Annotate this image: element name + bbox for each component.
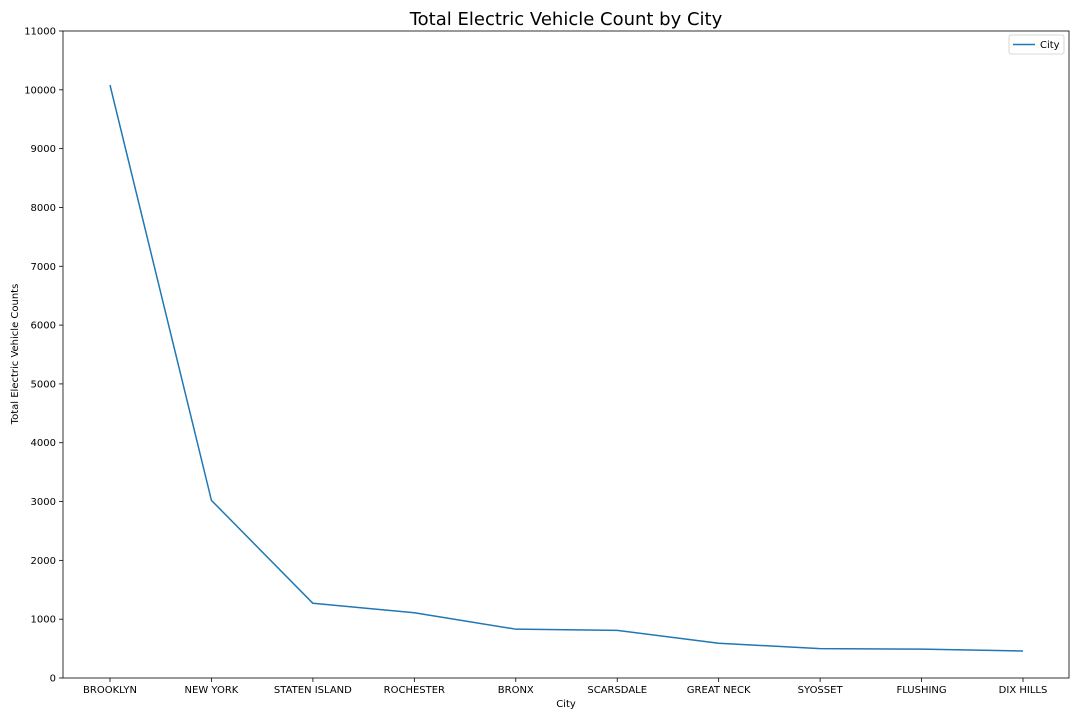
x-tick-label: DIX HILLS	[999, 685, 1048, 696]
plot-area-frame	[62, 30, 1070, 679]
x-tick-label: NEW YORK	[185, 685, 239, 696]
x-tick-label: FLUSHING	[896, 685, 946, 696]
x-tick-label: BROOKLYN	[83, 685, 137, 696]
y-tick-label: 0	[50, 674, 56, 685]
y-tick-label: 4000	[31, 438, 56, 449]
legend-box	[1008, 34, 1065, 55]
y-tick-label: 5000	[31, 379, 56, 390]
legend-label-city: City	[1040, 40, 1060, 51]
x-axis-label: City	[556, 699, 576, 710]
y-tick-label: 1000	[31, 615, 56, 626]
series-line-city	[109, 84, 1024, 652]
legend: City	[1008, 34, 1065, 55]
y-tick-label: 10000	[24, 85, 56, 96]
y-axis-ticks: 0 1000 2000 3000 4000 5000 6000 7000 8000 9000 100…	[24, 27, 63, 685]
chart-title: Total Electric Vehicle Count by City	[409, 9, 723, 30]
series-layer	[109, 84, 1024, 652]
y-tick-label: 2000	[31, 556, 56, 567]
y-tick-label: 7000	[31, 262, 56, 273]
y-tick-label: 3000	[31, 497, 56, 508]
x-tick-label: BRONX	[498, 685, 534, 696]
x-tick-label: STATEN ISLAND	[274, 685, 352, 696]
y-tick-label: 11000	[24, 27, 56, 38]
y-axis-label: Total Electric Vehicle Counts	[10, 284, 21, 426]
y-tick-label: 6000	[31, 321, 56, 332]
x-tick-label: ROCHESTER	[384, 685, 445, 696]
x-tick-label: SCARSDALE	[587, 685, 647, 696]
y-tick-label: 8000	[31, 203, 56, 214]
x-tick-label: SYOSSET	[798, 685, 844, 696]
y-tick-label: 9000	[31, 144, 56, 155]
x-axis-ticks: BROOKLYN NEW YORK STATEN ISLAND ROCHESTER BR…	[83, 678, 1047, 696]
x-tick-label: GREAT NECK	[687, 685, 751, 696]
